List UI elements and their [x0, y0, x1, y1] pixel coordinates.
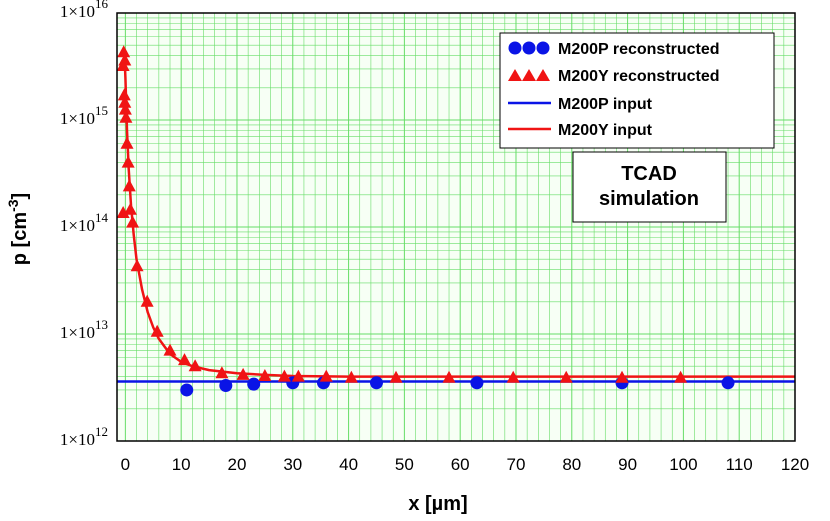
data-point-m200y-reconstructed: [291, 369, 305, 382]
data-point-m200y-reconstructed: [130, 259, 144, 272]
data-point-m200y-reconstructed: [118, 102, 132, 115]
data-point-m200y-reconstructed: [178, 353, 192, 366]
data-point-m200y-reconstructed: [344, 370, 358, 383]
data-point-m200y-reconstructed: [506, 370, 520, 383]
y-tick-labels: 1×1012 1×1013 1×1014 1×1015 1×1016: [60, 0, 109, 449]
data-point-m200y-reconstructed: [163, 343, 177, 356]
legend-label-m200y-input: M200Y input: [558, 122, 653, 139]
x-tick-label: 120: [781, 455, 809, 474]
data-point-m200y-reconstructed: [277, 369, 291, 382]
legend-marker-m200y-reconstructed: [536, 69, 550, 81]
y-axis-label-end: ]: [9, 193, 31, 200]
data-point-m200y-reconstructed: [150, 324, 164, 337]
data-point-m200y-reconstructed: [119, 110, 133, 123]
y-tick-label: 1×1012: [60, 424, 108, 449]
y-axis-label: p [cm-3]: [5, 193, 31, 265]
y-axis-label-main: p [cm: [9, 212, 31, 265]
data-point-m200y-reconstructed: [123, 202, 137, 215]
legend-marker-m200p-reconstructed: [522, 41, 536, 55]
annotation-line-1: TCAD: [621, 163, 677, 185]
data-point-m200y-reconstructed: [140, 294, 154, 307]
data-point-m200y-reconstructed: [258, 369, 272, 382]
data-point-m200y-reconstructed: [442, 370, 456, 383]
x-tick-labels: 0 10 20 30 40 50 60 70 80 90 100 110 120: [121, 455, 810, 474]
data-point-m200y-reconstructed: [188, 359, 202, 372]
data-point-m200y-reconstructed: [117, 88, 131, 101]
data-point-m200y-reconstructed: [122, 179, 136, 192]
data-point-m200p-reconstructed: [219, 379, 233, 393]
annotation-line-2: simulation: [599, 188, 699, 210]
y-axis-label-exponent: -3: [5, 199, 21, 212]
data-point-m200y-reconstructed: [116, 206, 130, 219]
data-point-m200y-reconstructed: [559, 370, 573, 383]
x-tick-label: 0: [121, 455, 130, 474]
y-tick-label: 1×1014: [60, 210, 109, 235]
plot-frame: [116, 12, 796, 442]
x-tick-label: 70: [507, 455, 526, 474]
annotation-frame: [572, 151, 727, 223]
data-point-m200p-reconstructed: [369, 376, 383, 390]
legend-marker-m200y-reconstructed: [522, 69, 536, 81]
data-point-m200y-reconstructed: [615, 370, 629, 383]
legend-label-m200p-reconstructed: M200P reconstructed: [558, 41, 720, 58]
legend: M200P reconstructed M200Y reconstructed …: [499, 32, 775, 149]
data-point-m200y-reconstructed: [215, 366, 229, 379]
series-points: [116, 45, 735, 397]
legend-marker-m200y-reconstructed: [508, 69, 522, 81]
data-point-m200y-reconstructed: [120, 136, 134, 149]
legend-marker-m200p-reconstructed: [508, 41, 522, 55]
data-point-m200y-reconstructed: [121, 155, 135, 168]
data-point-m200y-reconstructed: [319, 369, 333, 382]
annotation-box: TCAD simulation: [572, 151, 727, 223]
y-tick-label: 1×1013: [60, 317, 108, 342]
data-point-m200p-reconstructed: [470, 376, 484, 390]
data-point-m200y-reconstructed: [118, 95, 132, 108]
x-tick-label: 20: [228, 455, 247, 474]
x-tick-label: 80: [562, 455, 581, 474]
x-tick-label: 60: [451, 455, 470, 474]
x-tick-label: 110: [726, 455, 753, 474]
data-point-m200y-reconstructed: [117, 45, 131, 58]
x-tick-label: 10: [172, 455, 191, 474]
x-tick-label: 50: [395, 455, 414, 474]
data-point-m200y-reconstructed: [116, 58, 130, 71]
x-tick-label: 90: [618, 455, 637, 474]
y-tick-label: 1×1015: [60, 103, 108, 128]
legend-label-m200p-input: M200P input: [558, 96, 653, 113]
data-point-m200y-reconstructed: [389, 370, 403, 383]
x-tick-label: 40: [339, 455, 358, 474]
x-axis-label: x [µm]: [408, 493, 467, 515]
data-point-m200p-reconstructed: [180, 383, 194, 397]
data-point-m200y-reconstructed: [236, 367, 250, 380]
x-tick-label: 100: [669, 455, 697, 474]
data-point-m200y-reconstructed: [126, 215, 140, 228]
data-point-m200p-reconstructed: [721, 376, 735, 390]
x-tick-label: 30: [283, 455, 302, 474]
legend-label-m200y-reconstructed: M200Y reconstructed: [558, 68, 720, 85]
data-point-m200y-reconstructed: [674, 370, 688, 383]
legend-marker-m200p-reconstructed: [536, 41, 550, 55]
y-tick-label: 1×1016: [60, 0, 109, 21]
data-point-m200p-reconstructed: [247, 377, 261, 391]
